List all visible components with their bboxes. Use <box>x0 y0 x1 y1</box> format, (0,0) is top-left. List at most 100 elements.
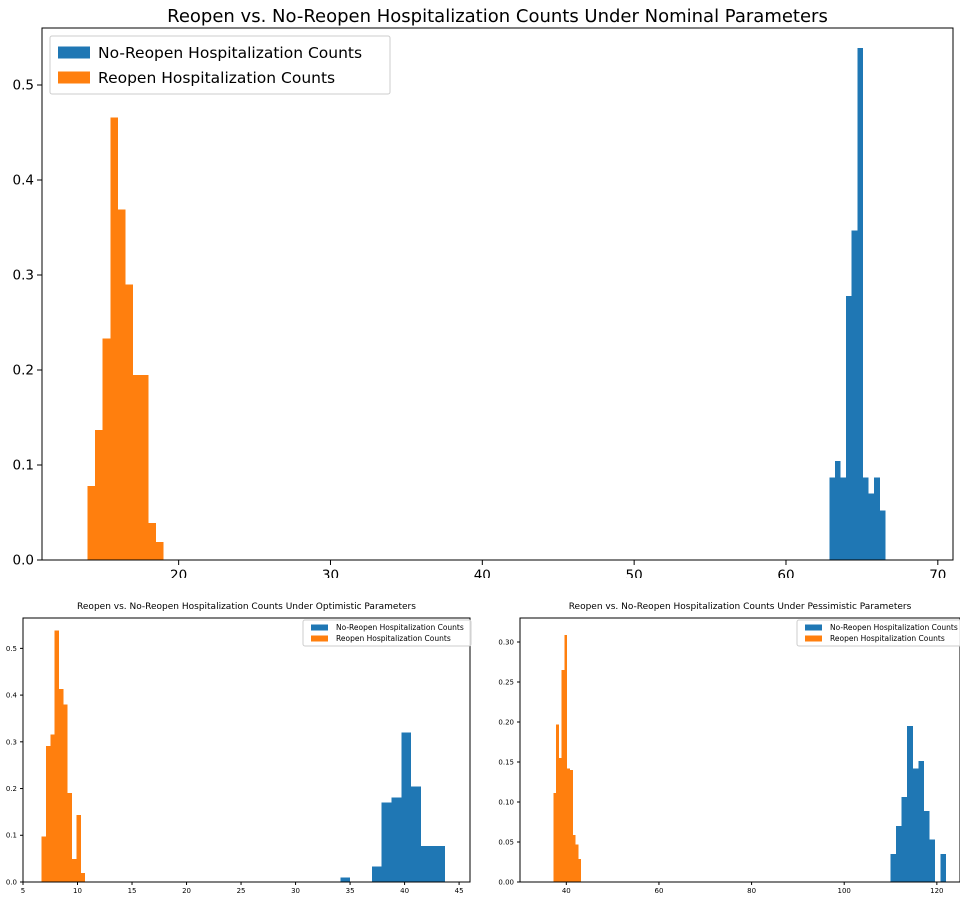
reopen-bar <box>117 209 126 560</box>
no-reopen-bar <box>851 230 858 560</box>
reopen-bar <box>561 670 565 882</box>
no-reopen-bar <box>846 295 852 560</box>
x-tick-label: 25 <box>237 887 246 895</box>
reopen-bar <box>63 704 68 882</box>
no-reopen-bar <box>430 846 441 882</box>
legend-box <box>302 619 472 647</box>
reopen-bar <box>572 834 576 882</box>
reopen-bar <box>102 338 111 560</box>
no-reopen-bar <box>401 732 412 882</box>
pessimistic-chart: Reopen vs. No-Reopen Hospitalization Cou… <box>478 592 960 898</box>
chart-title: Reopen vs. No-Reopen Hospitalization Cou… <box>569 602 912 612</box>
x-tick-label: 120 <box>930 887 943 895</box>
optimistic-histogram: Reopen vs. No-Reopen Hospitalization Cou… <box>6 602 472 895</box>
reopen-bar <box>41 836 46 882</box>
legend-label: No-Reopen Hospitalization Counts <box>336 623 464 632</box>
no-reopen-bar <box>371 866 382 882</box>
x-tick-label: 35 <box>346 887 355 895</box>
x-tick-label: 30 <box>322 568 339 579</box>
reopen-bar <box>567 768 571 882</box>
reopen-bar <box>87 485 96 560</box>
no-reopen-bar <box>918 761 924 882</box>
no-reopen-bar <box>391 797 402 882</box>
no-reopen-bar <box>381 802 392 882</box>
no-reopen-bar <box>896 826 902 882</box>
reopen-bar <box>125 284 134 560</box>
no-reopen-bar <box>890 854 897 882</box>
legend-label: Reopen Hospitalization Counts <box>98 69 335 87</box>
no-reopen-bar <box>829 477 835 560</box>
legend-label: Reopen Hospitalization Counts <box>830 634 945 643</box>
reopen-bar <box>155 541 164 560</box>
no-reopen-bar <box>879 510 886 560</box>
no-reopen-bar <box>340 877 351 882</box>
chart-title: Reopen vs. No-Reopen Hospitalization Cou… <box>167 6 828 27</box>
no-reopen-bar <box>857 47 863 560</box>
no-reopen-bar <box>874 477 880 560</box>
x-tick-label: 30 <box>291 887 300 895</box>
y-tick-label: 0.15 <box>498 758 514 766</box>
legend-label: Reopen Hospitalization Counts <box>336 634 451 643</box>
x-tick-label: 15 <box>128 887 137 895</box>
plot-area <box>553 634 947 882</box>
no-reopen-bar <box>929 839 935 882</box>
y-tick-label: 0.25 <box>498 678 514 686</box>
no-reopen-bar <box>901 797 908 882</box>
y-tick-label: 0.5 <box>13 78 34 94</box>
reopen-bar <box>578 858 582 882</box>
reopen-bar <box>50 734 55 882</box>
y-tick-label: 0.2 <box>6 785 17 793</box>
legend: No-Reopen Hospitalization Counts Reopen H… <box>796 619 960 647</box>
y-tick-label: 0.30 <box>498 638 514 646</box>
reopen-bar <box>58 689 64 882</box>
y-tick-label: 0.1 <box>13 458 34 474</box>
x-tick-label: 45 <box>455 887 464 895</box>
legend: No-Reopen Hospitalization Counts Reopen H… <box>302 619 472 647</box>
legend-swatch <box>805 624 822 631</box>
reopen-bar <box>80 873 86 882</box>
no-reopen-bar <box>868 493 875 560</box>
y-tick-label: 0.10 <box>498 798 514 806</box>
reopen-bar <box>133 374 141 560</box>
y-tick-label: 0.0 <box>13 553 34 569</box>
nominal-chart: Reopen vs. No-Reopen Hospitalization Cou… <box>13 6 954 584</box>
no-reopen-bar <box>840 477 847 560</box>
y-tick-label: 0.4 <box>13 173 34 189</box>
no-reopen-bar <box>440 846 445 882</box>
x-tick-label: 60 <box>654 887 663 895</box>
plot-area <box>41 630 445 882</box>
axes-frame <box>519 617 960 883</box>
axes-frame <box>41 27 954 561</box>
y-tick-label: 0.1 <box>6 832 17 840</box>
legend-swatch <box>805 635 822 642</box>
reopen-bar <box>570 770 573 882</box>
reopen-bar <box>45 746 51 882</box>
legend-box <box>796 619 960 647</box>
x-tick-label: 40 <box>562 887 571 895</box>
y-tick-label: 0.2 <box>13 363 34 379</box>
y-tick-label: 0.5 <box>6 645 17 653</box>
reopen-bar <box>67 793 73 882</box>
x-tick-label: 100 <box>838 887 851 895</box>
reopen-bar <box>558 758 562 882</box>
legend-swatch <box>58 46 90 59</box>
x-tick-label: 10 <box>73 887 82 895</box>
reopen-bar <box>110 117 118 560</box>
legend: No-Reopen Hospitalization Counts Reopen H… <box>49 35 391 95</box>
reopen-bar <box>564 634 568 882</box>
y-tick-label: 0.3 <box>6 738 17 746</box>
y-tick-label: 0.20 <box>498 718 514 726</box>
legend-label: No-Reopen Hospitalization Counts <box>98 44 362 62</box>
x-tick-label: 70 <box>929 568 946 579</box>
x-tick-label: 80 <box>747 887 756 895</box>
reopen-bar <box>140 374 149 560</box>
legend-swatch <box>311 624 328 631</box>
x-tick-label: 5 <box>21 887 25 895</box>
axes-frame <box>22 617 471 883</box>
y-tick-label: 0.0 <box>6 878 17 886</box>
x-tick-label: 20 <box>170 568 187 579</box>
reopen-bar <box>553 793 557 882</box>
no-reopen-bar <box>411 786 421 882</box>
y-tick-label: 0.05 <box>498 838 514 846</box>
y-tick-label: 0.00 <box>498 878 514 886</box>
